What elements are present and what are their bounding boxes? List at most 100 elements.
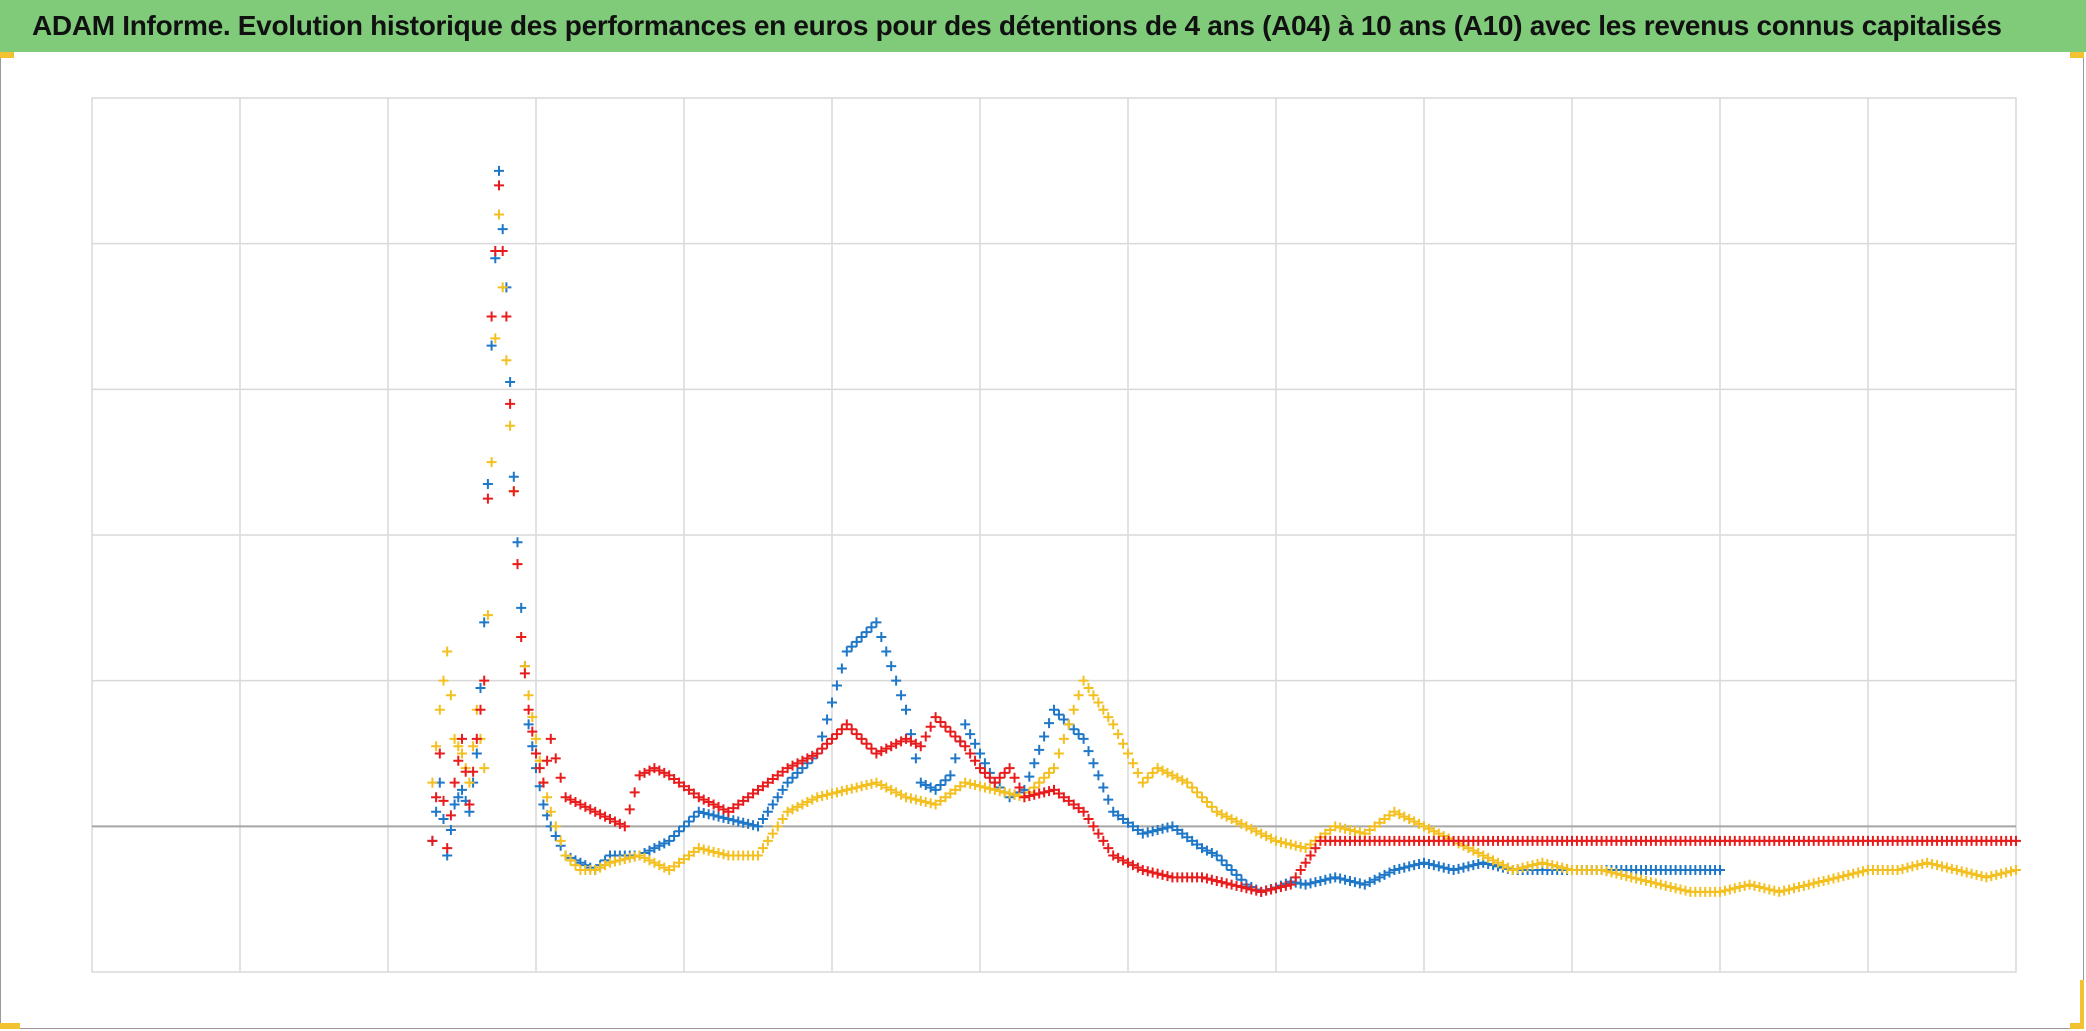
data-point-series-1 bbox=[876, 631, 887, 642]
data-point-series-1 bbox=[1384, 867, 1395, 878]
data-point-series-3 bbox=[1231, 880, 1242, 891]
data-point-series-2 bbox=[812, 792, 823, 803]
data-point-series-3 bbox=[534, 763, 545, 774]
data-point-series-2 bbox=[555, 835, 566, 846]
data-point-series-2 bbox=[1285, 839, 1296, 850]
data-point-series-2 bbox=[482, 610, 493, 621]
data-point-series-2 bbox=[2001, 867, 2012, 878]
data-point-series-1 bbox=[453, 792, 464, 803]
data-point-series-1 bbox=[1226, 865, 1237, 876]
data-point-series-2 bbox=[505, 420, 516, 431]
data-point-series-3 bbox=[486, 311, 497, 322]
data-point-series-2 bbox=[659, 862, 670, 873]
data-point-series-1 bbox=[494, 165, 504, 176]
data-point-series-3 bbox=[965, 748, 976, 759]
data-point-series-2 bbox=[1394, 809, 1405, 820]
data-point-series-1 bbox=[945, 770, 956, 781]
data-point-series-3 bbox=[575, 799, 586, 810]
data-point-series-1 bbox=[1221, 860, 1232, 871]
data-point-series-3 bbox=[960, 741, 971, 752]
data-point-series-1 bbox=[1320, 874, 1331, 885]
data-point-series-3 bbox=[1009, 772, 1020, 783]
data-point-series-1 bbox=[792, 767, 803, 778]
chart-title: ADAM Informe. Evolution historique des p… bbox=[32, 10, 2002, 41]
data-point-series-2 bbox=[1236, 818, 1247, 829]
data-point-series-3 bbox=[605, 814, 615, 825]
data-point-series-2 bbox=[624, 852, 635, 863]
data-point-series-2 bbox=[605, 857, 615, 868]
data-point-series-2 bbox=[1522, 861, 1533, 872]
data-point-series-2 bbox=[984, 783, 995, 794]
data-point-series-2 bbox=[698, 844, 709, 855]
data-point-series-3 bbox=[2011, 835, 2021, 846]
data-point-series-2 bbox=[1734, 882, 1745, 893]
data-point-series-2 bbox=[1660, 880, 1671, 891]
corner-accent-bottom-left bbox=[0, 1023, 20, 1029]
data-point-series-2 bbox=[1823, 874, 1834, 885]
data-point-series-1 bbox=[965, 729, 976, 740]
data-point-series-3 bbox=[1004, 763, 1015, 774]
data-point-series-1 bbox=[679, 821, 689, 832]
data-point-series-3 bbox=[560, 792, 571, 803]
data-point-series-3 bbox=[1093, 828, 1104, 839]
corner-accent-top-left bbox=[0, 52, 14, 58]
data-point-series-1 bbox=[861, 627, 872, 638]
data-point-series-3 bbox=[915, 741, 926, 752]
data-point-series-2 bbox=[639, 852, 650, 863]
data-point-series-1 bbox=[1404, 861, 1415, 872]
data-point-series-2 bbox=[1764, 884, 1775, 895]
data-point-series-2 bbox=[1073, 690, 1084, 701]
data-point-series-2 bbox=[1739, 880, 1750, 891]
data-point-series-1 bbox=[1039, 731, 1050, 742]
data-point-series-2 bbox=[841, 784, 852, 795]
data-point-series-2 bbox=[1226, 814, 1237, 825]
data-point-series-3 bbox=[822, 738, 833, 749]
data-point-series-3 bbox=[1024, 790, 1035, 801]
data-point-series-1 bbox=[827, 697, 837, 708]
data-point-series-2 bbox=[464, 777, 475, 788]
data-point-series-2 bbox=[1729, 883, 1740, 894]
data-point-series-3 bbox=[1226, 879, 1237, 890]
data-point-series-3 bbox=[1157, 869, 1168, 880]
data-point-series-3 bbox=[427, 835, 438, 846]
data-point-series-3 bbox=[886, 741, 897, 752]
data-point-series-1 bbox=[1078, 733, 1089, 744]
data-point-series-3 bbox=[1142, 866, 1153, 877]
data-point-series-1 bbox=[1428, 860, 1439, 871]
data-point-series-2 bbox=[1152, 763, 1163, 774]
data-point-series-3 bbox=[445, 810, 456, 821]
data-point-series-2 bbox=[1295, 841, 1306, 852]
data-point-series-2 bbox=[1034, 777, 1045, 788]
data-point-series-3 bbox=[523, 704, 534, 715]
data-point-series-1 bbox=[787, 772, 798, 783]
data-point-series-2 bbox=[1162, 767, 1173, 778]
data-point-series-2 bbox=[590, 865, 601, 876]
data-point-series-3 bbox=[609, 816, 620, 827]
data-point-series-2 bbox=[565, 855, 576, 866]
data-point-series-1 bbox=[896, 690, 907, 701]
data-point-series-1 bbox=[644, 845, 655, 856]
data-point-series-3 bbox=[1019, 792, 1030, 803]
data-point-series-1 bbox=[1349, 877, 1360, 888]
data-point-series-1 bbox=[1206, 848, 1217, 859]
data-point-series-2 bbox=[1349, 826, 1360, 837]
data-point-series-3 bbox=[1147, 867, 1158, 878]
data-point-series-3 bbox=[708, 799, 719, 810]
data-point-series-1 bbox=[1414, 858, 1425, 869]
data-point-series-1 bbox=[1088, 758, 1099, 769]
data-point-series-2 bbox=[1192, 787, 1203, 798]
data-point-series-1 bbox=[1049, 704, 1059, 715]
data-point-series-2 bbox=[434, 704, 445, 715]
data-point-series-1 bbox=[449, 799, 460, 810]
data-point-series-1 bbox=[1137, 828, 1148, 839]
data-point-series-2 bbox=[762, 835, 773, 846]
data-point-series-2 bbox=[861, 780, 872, 791]
data-point-series-1 bbox=[1142, 827, 1153, 838]
data-point-series-2 bbox=[560, 850, 571, 861]
data-point-series-3 bbox=[1290, 872, 1301, 883]
data-point-series-2 bbox=[836, 786, 847, 797]
data-point-series-2 bbox=[1631, 873, 1642, 884]
data-point-series-1 bbox=[1315, 875, 1326, 886]
data-point-series-1 bbox=[1389, 865, 1400, 876]
data-point-series-2 bbox=[1468, 845, 1479, 856]
